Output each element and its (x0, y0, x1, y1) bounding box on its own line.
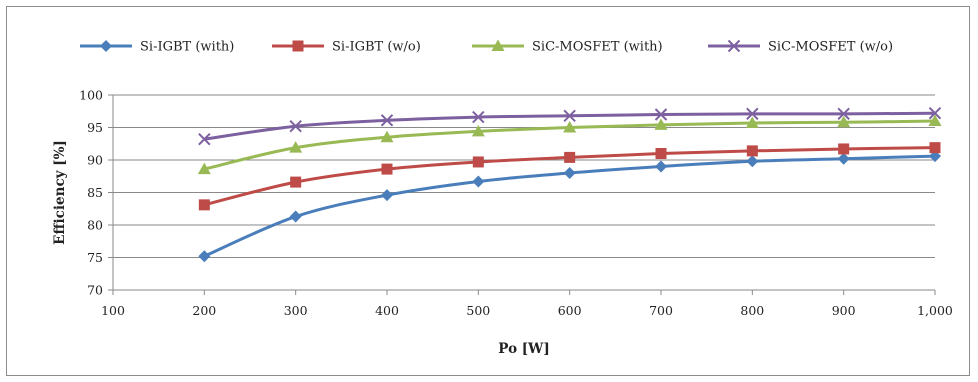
data-point (380, 130, 394, 143)
legend-marker (100, 40, 112, 52)
data-point (563, 167, 576, 179)
data-point (837, 115, 851, 128)
data-point (472, 175, 485, 188)
y-tick-labels: 70 75 80 85 90 95 100 (79, 88, 103, 298)
y-tick-label: 90 (87, 153, 103, 168)
data-point (655, 160, 667, 173)
data-point (746, 155, 759, 168)
data-point (471, 124, 485, 137)
y-tick-label: 70 (87, 283, 103, 298)
y-tick-label: 75 (87, 250, 103, 265)
x-tick-label: 400 (375, 303, 399, 318)
data-point (929, 142, 941, 154)
y-tick-label: 80 (87, 218, 103, 233)
y-tick-label: 100 (79, 88, 103, 103)
legend-label: Si-IGBT (with) (140, 40, 234, 55)
chart-frame (6, 6, 970, 376)
data-point (472, 110, 485, 124)
x-tick-label: 1,000 (917, 303, 953, 318)
legend: Si-IGBT (with) Si-IGBT (w/o) SiC-MOSFET (w… (80, 39, 893, 55)
legend-marker (292, 40, 304, 52)
x-tick-label: 300 (284, 303, 308, 318)
x-tick-label: 500 (466, 303, 490, 318)
x-tick-labels: 100 200 300 400 500 600 700 800 900 1,000 (101, 290, 953, 318)
x-tick-label: 800 (740, 303, 764, 318)
axes-layer (112, 95, 935, 291)
data-point (563, 109, 576, 123)
data-point (380, 114, 394, 127)
series-layer (197, 106, 942, 263)
series-4 (198, 106, 942, 146)
series-1 (198, 150, 941, 263)
y-tick-label: 95 (87, 120, 103, 135)
series-2 (198, 142, 941, 211)
x-tick-label: 600 (558, 303, 582, 318)
data-point (564, 151, 576, 163)
data-point (197, 162, 211, 175)
legend-label: Si-IGBT (w/o) (332, 40, 421, 55)
data-point (198, 250, 211, 263)
legend-item: SiC-MOSFET (with) (472, 39, 663, 55)
legend-item: SiC-MOSFET (w/o) (708, 40, 893, 55)
data-point (745, 116, 759, 128)
data-point (928, 114, 942, 126)
x-tick-label: 100 (101, 303, 125, 318)
legend-marker (727, 39, 741, 53)
data-point (654, 118, 668, 130)
data-point (654, 108, 668, 121)
data-point (289, 141, 303, 153)
x-tick-label: 700 (649, 303, 673, 318)
data-point (290, 176, 302, 188)
x-tick-label: 200 (192, 303, 216, 318)
data-point (837, 152, 850, 165)
data-point (838, 143, 850, 155)
data-point (289, 210, 302, 223)
x-axis-title: Po [W] (498, 341, 549, 357)
y-tick-label: 85 (87, 185, 103, 200)
data-point (746, 145, 758, 157)
data-point (198, 199, 210, 211)
data-point (563, 121, 577, 133)
legend-marker (491, 39, 505, 51)
data-point (198, 132, 211, 146)
legend-label: SiC-MOSFET (w/o) (768, 40, 893, 55)
legend-item: Si-IGBT (with) (80, 40, 234, 55)
data-point (655, 148, 667, 159)
data-point (928, 106, 942, 120)
grid-layer (108, 94, 935, 291)
data-point (837, 107, 850, 121)
y-axis-title: Efficiency [%] (52, 140, 68, 245)
x-tick-label: 900 (832, 303, 856, 318)
legend-label: SiC-MOSFET (with) (532, 40, 663, 55)
data-point (746, 107, 759, 121)
data-point (289, 119, 302, 133)
data-point (381, 189, 393, 202)
data-point (472, 156, 484, 168)
data-point (381, 163, 393, 175)
series-3 (197, 114, 942, 175)
legend-item: Si-IGBT (w/o) (272, 40, 421, 55)
